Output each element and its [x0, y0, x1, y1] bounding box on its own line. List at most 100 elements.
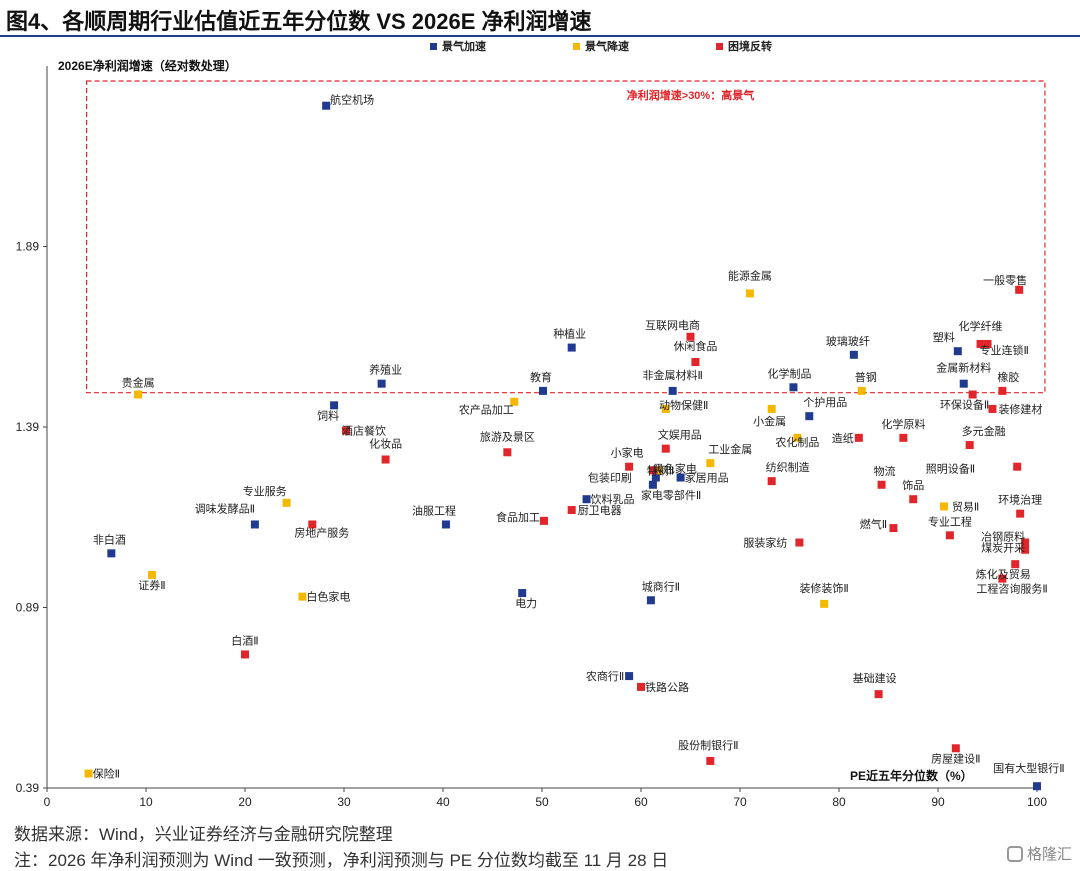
y-axis-title: 2026E净利润增速（经对数处理） [58, 58, 237, 73]
data-point-1-15 [582, 495, 591, 504]
data-label-3-30: 煤炭开采 [981, 542, 1025, 555]
data-point-2-8 [706, 459, 715, 468]
data-point-1-4 [953, 347, 962, 356]
data-label-2-5: 动物保健Ⅱ [659, 398, 708, 412]
data-label-1-7: 非金属材料Ⅱ [642, 368, 702, 382]
data-point-3-35 [874, 690, 883, 699]
data-label-3-33: 白酒Ⅱ [231, 633, 258, 647]
data-label-3-31: 炼化及贸易 [976, 567, 1031, 581]
data-point-1-18 [107, 549, 116, 558]
data-label-1-13: 家居用品 [685, 471, 729, 485]
data-point-1-11 [805, 412, 814, 421]
data-point-3-31 [1011, 560, 1020, 569]
data-label-1-19: 电力 [515, 597, 537, 610]
data-point-1-13 [676, 473, 685, 482]
data-point-2-4 [510, 397, 519, 406]
data-label-3-21: 饰品 [902, 478, 924, 492]
data-point-1-22 [1033, 782, 1041, 791]
data-point-3-8 [988, 404, 997, 413]
data-point-1-6 [538, 386, 547, 395]
data-label-3-35: 基础建设 [853, 671, 897, 685]
figure-title: 图4、各顺周期行业估值近五年分位数 VS 2026E 净利润增速 [6, 9, 592, 34]
data-label-3-19: 纺织制造 [766, 460, 810, 474]
legend-label-2: 景气降速 [584, 39, 629, 53]
data-label-1-18: 非白酒 [93, 532, 126, 546]
data-point-2-11 [939, 502, 948, 511]
data-point-3-19 [767, 477, 776, 486]
x-tick-label: 60 [634, 795, 648, 809]
data-label-1-21: 农商行Ⅱ [586, 669, 624, 683]
data-point-1-5 [377, 379, 386, 388]
x-tick-label: 40 [436, 795, 450, 809]
data-label-1-17: 油服工程 [412, 503, 456, 517]
data-point-1-7 [668, 386, 677, 395]
data-label-3-24: 食品加工 [496, 510, 540, 524]
data-label-1-12: 包装印刷 [588, 472, 632, 485]
data-point-3-24 [539, 516, 548, 525]
data-point-2-7 [793, 433, 802, 442]
data-label-3-37: 股份制银行Ⅱ [678, 738, 738, 752]
data-label-2-2: 普钢 [855, 370, 877, 384]
x-tick-label: 50 [535, 795, 549, 809]
data-label-2-9: 特钢Ⅱ [647, 463, 674, 477]
legend-label-3: 困境反转 [728, 39, 772, 53]
data-label-3-10: 造纸 [832, 431, 854, 445]
data-label-2-3: 贵金属 [122, 376, 155, 390]
x-tick-label: 20 [238, 795, 252, 809]
data-label-3-36: 房屋建设Ⅱ [931, 751, 980, 765]
data-point-3-28 [795, 538, 804, 547]
data-label-1-3: 玻璃玻纤 [826, 334, 870, 348]
data-label-3-18: 照明设备Ⅱ [926, 462, 975, 476]
data-point-3-26 [308, 520, 317, 529]
data-point-3-1 [1015, 285, 1024, 294]
data-label-1-11: 个护用品 [803, 395, 847, 409]
data-label-2-11: 贸易Ⅱ [952, 500, 979, 513]
data-label-1-15: 饮料乳品 [591, 492, 635, 506]
data-point-3-34 [637, 682, 645, 691]
y-tick-label: 0.39 [16, 781, 40, 795]
data-point-3-20 [877, 480, 886, 489]
x-tick-label: 90 [931, 795, 945, 809]
data-label-2-14: 装修装饰Ⅱ [799, 581, 848, 595]
data-point-3-11 [899, 433, 908, 442]
data-label-3-32: 工程咨询服务Ⅱ [976, 582, 1047, 596]
data-label-3-22: 厨卫电器 [578, 504, 622, 517]
data-label-3-8: 装修建材 [998, 402, 1042, 416]
data-label-2-12: 证券Ⅱ [138, 578, 165, 592]
data-point-3-13 [381, 455, 390, 464]
threshold-box-label: 净利润增速>30%：高景气 [627, 88, 754, 102]
data-label-1-5: 养殖业 [369, 363, 402, 377]
legend-marker-2 [573, 43, 580, 50]
data-label-3-26: 房地产服务 [294, 525, 349, 539]
data-point-1-19 [518, 589, 527, 598]
data-point-2-10 [282, 498, 291, 507]
data-label-2-1: 能源金属 [728, 268, 772, 282]
data-point-1-21 [625, 672, 634, 681]
data-point-3-17 [648, 466, 657, 475]
data-point-3-7 [968, 390, 977, 399]
data-point-3-16 [625, 462, 634, 471]
footnote: 注：2026 年净利润预测为 Wind 一致预测，净利润预测与 PE 分位数均截… [14, 851, 669, 870]
data-point-3-32 [998, 574, 1007, 583]
x-tick-label: 30 [337, 795, 351, 809]
x-tick-label: 10 [139, 795, 153, 809]
data-label-3-11: 化学原料 [881, 417, 925, 431]
data-point-1-9 [959, 379, 968, 388]
data-label-2-8: 工业金属 [708, 442, 752, 456]
data-point-2-6 [767, 404, 776, 413]
data-point-3-4 [983, 339, 992, 348]
x-tick-label: 80 [832, 795, 846, 809]
y-tick-label: 0.89 [16, 601, 40, 615]
legend-marker-3 [716, 43, 723, 50]
data-point-3-6 [998, 386, 1007, 395]
x-tick-label: 100 [1027, 795, 1047, 809]
logo-text: 格隆汇 [1026, 846, 1072, 863]
data-label-1-2: 种植业 [553, 327, 586, 341]
data-point-3-9 [341, 426, 350, 435]
x-tick-label: 70 [733, 795, 747, 809]
data-label-1-16: 调味发酵品Ⅱ [195, 501, 255, 515]
data-label-2-6: 小金属 [753, 414, 786, 428]
data-point-1-20 [646, 596, 655, 605]
data-label-3-5: 休闲食品 [673, 339, 717, 353]
data-point-3-2 [686, 332, 695, 341]
